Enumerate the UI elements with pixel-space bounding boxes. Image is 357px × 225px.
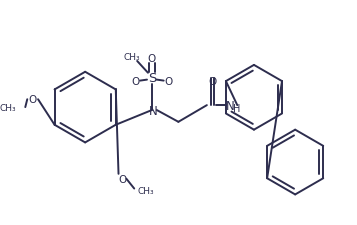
Text: O: O	[148, 54, 156, 64]
Text: CH₃: CH₃	[138, 186, 154, 195]
Text: N: N	[226, 99, 235, 112]
Text: O: O	[208, 76, 216, 86]
Text: N: N	[149, 104, 157, 117]
Text: O: O	[131, 76, 139, 86]
Text: O: O	[118, 174, 127, 184]
Text: O: O	[165, 76, 173, 86]
Text: H: H	[233, 104, 240, 114]
Text: CH₃: CH₃	[124, 52, 141, 61]
Text: O: O	[28, 95, 36, 105]
Text: CH₃: CH₃	[0, 103, 16, 112]
Text: S: S	[148, 72, 156, 85]
